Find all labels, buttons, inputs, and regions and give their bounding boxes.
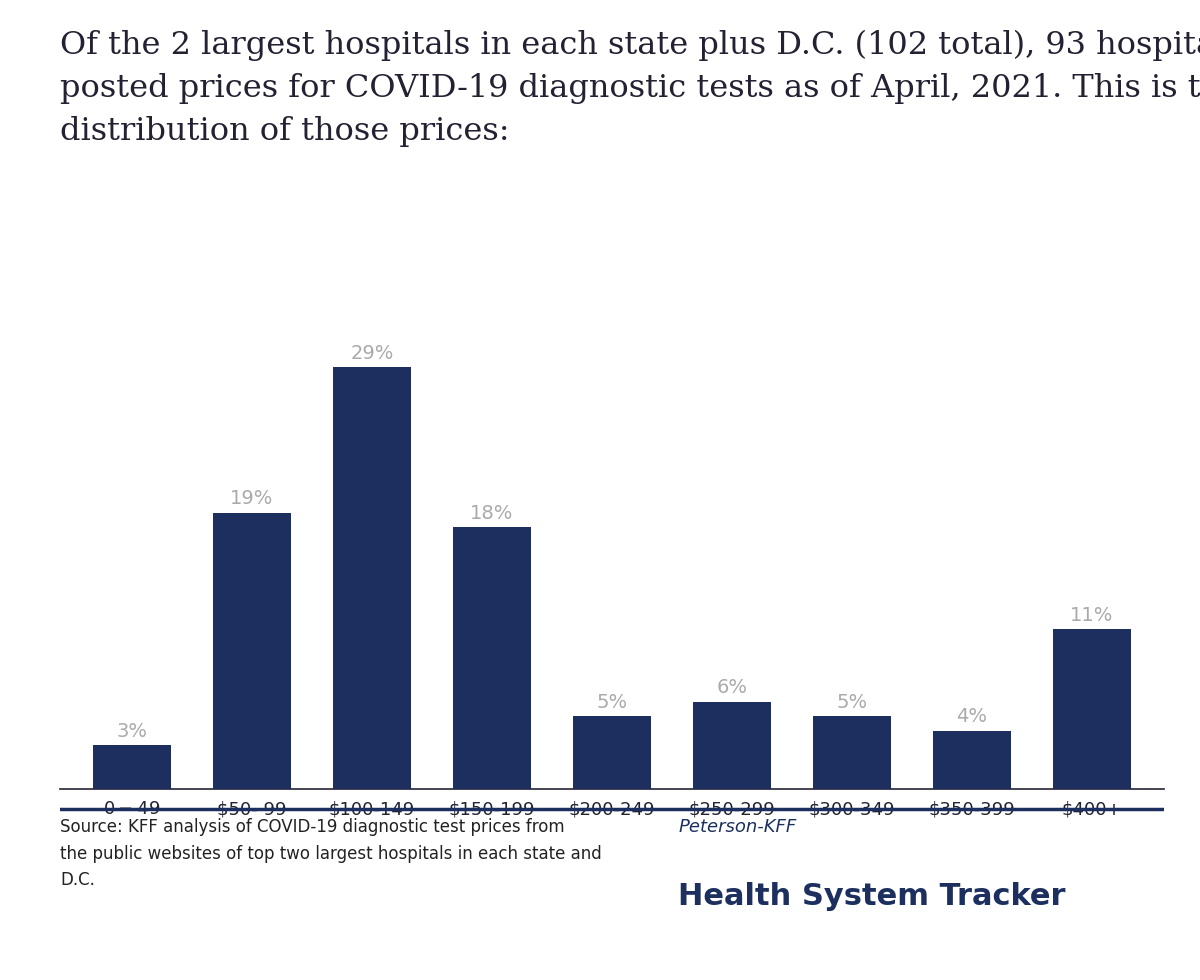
Bar	[574, 716, 650, 789]
Text: Peterson-KFF: Peterson-KFF	[678, 818, 797, 836]
Text: 5%: 5%	[836, 693, 868, 711]
Bar	[1054, 629, 1132, 789]
Bar	[814, 716, 892, 789]
Text: Health System Tracker: Health System Tracker	[678, 882, 1066, 911]
Bar	[214, 513, 292, 789]
Text: 4%: 4%	[956, 708, 988, 726]
Text: Of the 2 largest hospitals in each state plus D.C. (102 total), 93 hospitals
pos: Of the 2 largest hospitals in each state…	[60, 29, 1200, 147]
Text: 11%: 11%	[1070, 606, 1114, 624]
Text: 5%: 5%	[596, 693, 628, 711]
Bar	[334, 368, 410, 789]
Text: 3%: 3%	[116, 722, 148, 741]
Bar	[454, 527, 530, 789]
Text: 29%: 29%	[350, 344, 394, 363]
Bar	[694, 702, 772, 789]
Bar	[94, 745, 172, 789]
Text: Source: KFF analysis of COVID-19 diagnostic test prices from
the public websites: Source: KFF analysis of COVID-19 diagnos…	[60, 818, 601, 889]
Bar	[934, 731, 1012, 789]
Text: 6%: 6%	[716, 678, 748, 697]
Text: 18%: 18%	[470, 504, 514, 522]
Text: 19%: 19%	[230, 489, 274, 509]
